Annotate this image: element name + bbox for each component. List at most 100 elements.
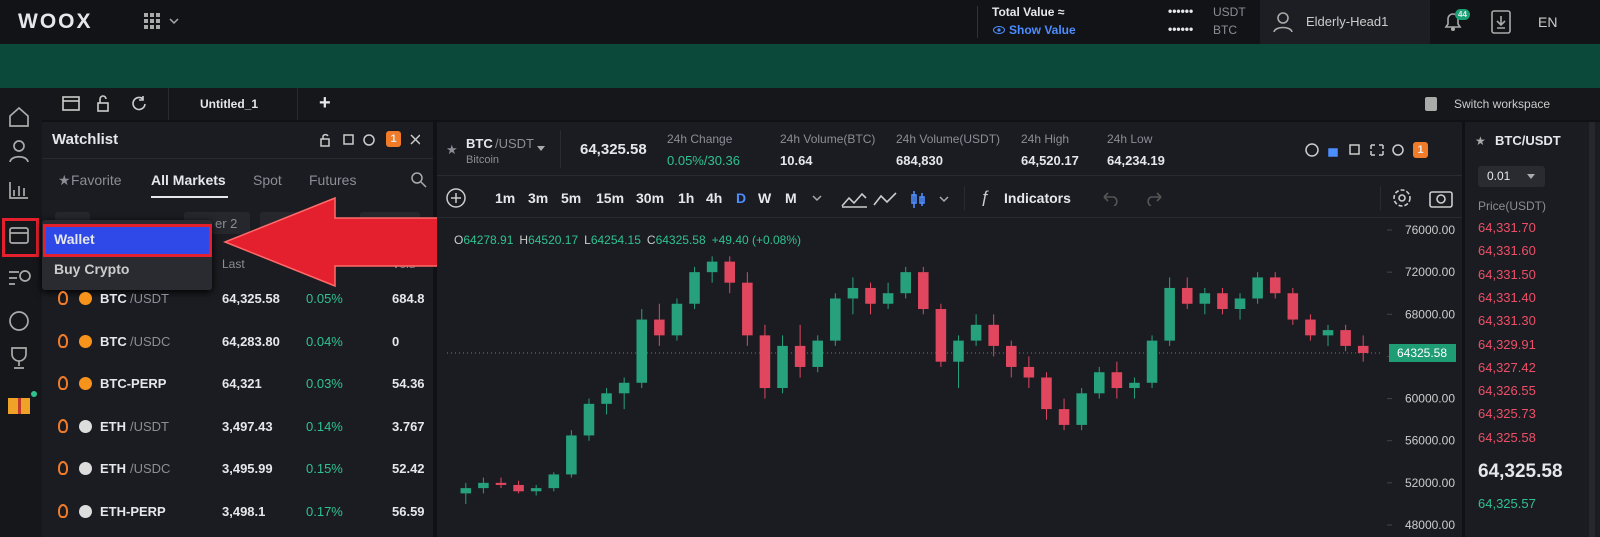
chart-type-icons[interactable] (810, 190, 950, 208)
candle-body (530, 488, 542, 492)
stat-label: 24h Volume(BTC) (780, 132, 876, 146)
interval[interactable]: 1m (495, 190, 516, 206)
candle-body (1181, 287, 1193, 304)
star-icon[interactable]: ★ (446, 142, 458, 157)
volume: 54.36 (392, 376, 425, 391)
fx-icon[interactable]: ƒ (980, 187, 990, 206)
interval[interactable]: D (736, 190, 747, 206)
pair-base[interactable]: BTC (466, 136, 493, 151)
language[interactable]: EN (1538, 14, 1558, 30)
add-tab[interactable]: + (319, 92, 331, 114)
volume: 56.59 (392, 504, 425, 519)
bell-icon[interactable] (1443, 10, 1463, 32)
legend-key: L (584, 233, 591, 247)
pair-quote[interactable]: /USDT (495, 136, 534, 151)
tab-favorite[interactable]: Favorite (71, 172, 122, 188)
pair-base: ETH-PERP (100, 504, 166, 519)
candle-body (1164, 287, 1175, 341)
tab-all-markets[interactable]: All Markets (151, 172, 226, 188)
ask-price: 64,327.42 (1478, 359, 1536, 375)
candle-body (513, 484, 524, 492)
last-price: 3,498.1 (222, 504, 266, 519)
coin-icon (79, 335, 92, 348)
stat-value: 64,234.19 (1107, 153, 1165, 168)
candle-body (777, 345, 788, 389)
divider (964, 186, 965, 210)
candle-body (495, 482, 507, 485)
ask-price: 64,331.40 (1478, 289, 1536, 305)
interval[interactable]: 1h (678, 190, 695, 206)
switch-workspace[interactable]: Switch workspace (1454, 97, 1551, 111)
interval[interactable]: 30m (636, 190, 665, 206)
tab[interactable] (168, 88, 298, 120)
change: 0.15% (306, 461, 343, 476)
masked-value: •••••• (1168, 4, 1194, 18)
column-header: Last (222, 257, 245, 271)
volume: 52.42 (392, 461, 425, 476)
badge: 1 (1413, 142, 1428, 158)
tab-spot[interactable]: Spot (253, 172, 282, 188)
settings-camera[interactable] (1390, 186, 1455, 210)
panel-icons[interactable] (320, 132, 420, 148)
pair-base: ETH (100, 461, 126, 476)
candle-body (742, 282, 753, 336)
orderbook-panel (1465, 122, 1600, 537)
caret[interactable] (537, 146, 546, 152)
candle-body (671, 303, 683, 336)
caret (1527, 174, 1535, 179)
candle-body (830, 298, 841, 341)
chart-panel (437, 122, 1462, 537)
indicators-button[interactable]: Indicators (1004, 190, 1071, 206)
sidebar-icons[interactable] (0, 88, 42, 428)
candle-body (1076, 393, 1087, 425)
volume: 0 (392, 334, 400, 349)
step-value[interactable]: 0.01 (1487, 169, 1511, 183)
y-tick-label: 60000.00 (1405, 392, 1455, 406)
chart-header-icons[interactable] (1305, 142, 1415, 158)
workspace-icons[interactable] (62, 95, 152, 113)
star-icon[interactable]: ★ (1475, 135, 1487, 147)
pair-quote: /USDT (130, 291, 169, 306)
menu-item-highlight[interactable] (43, 224, 212, 257)
pair-base: BTC (100, 334, 127, 349)
search-icon[interactable] (411, 172, 427, 188)
candle-body (1058, 409, 1070, 425)
mid-price: 64,325.58 (1478, 461, 1563, 482)
interval[interactable]: 3m (528, 190, 549, 206)
interval[interactable]: W (758, 190, 772, 206)
pair-base: ETH (100, 419, 126, 434)
tab-title[interactable]: Untitled_1 (200, 97, 259, 111)
show-value[interactable]: Show Value (1009, 23, 1076, 37)
logo[interactable]: WOOX (18, 10, 93, 33)
menu-item[interactable]: Wallet (54, 231, 95, 247)
interval[interactable]: 5m (561, 190, 582, 206)
fire-icon (58, 419, 68, 433)
coin-icon (79, 420, 92, 433)
last-price: 64,321 (222, 376, 262, 391)
apps-icon[interactable] (144, 13, 184, 31)
download-icon[interactable] (1491, 10, 1511, 34)
step-select[interactable] (1478, 166, 1545, 187)
username[interactable]: Elderly-Head1 (1306, 14, 1389, 29)
candle-body (1093, 372, 1105, 394)
user-area[interactable] (1260, 0, 1430, 44)
menu-item[interactable]: Buy Crypto (54, 261, 130, 277)
interval[interactable]: 4h (706, 190, 723, 206)
undo-redo[interactable] (1100, 190, 1165, 206)
pair-base: BTC-PERP (100, 376, 167, 391)
last-price: 64,283.80 (222, 334, 280, 349)
interval[interactable]: 15m (596, 190, 625, 206)
scrollbar[interactable] (1589, 122, 1595, 537)
stat-value: 64,520.17 (1021, 153, 1079, 168)
currency: USDT (1213, 5, 1246, 19)
stat-value: 10.64 (780, 153, 813, 168)
ask-price: 64,331.70 (1478, 220, 1536, 235)
candle-body (970, 324, 982, 341)
tab-futures[interactable]: Futures (309, 172, 357, 188)
ask-price: 64,329.91 (1478, 336, 1536, 352)
interval[interactable]: M (785, 190, 797, 206)
candle-body (812, 340, 823, 367)
ask-price: 64,331.30 (1478, 313, 1536, 329)
add-icon[interactable] (445, 187, 467, 209)
candle-body (706, 261, 718, 273)
